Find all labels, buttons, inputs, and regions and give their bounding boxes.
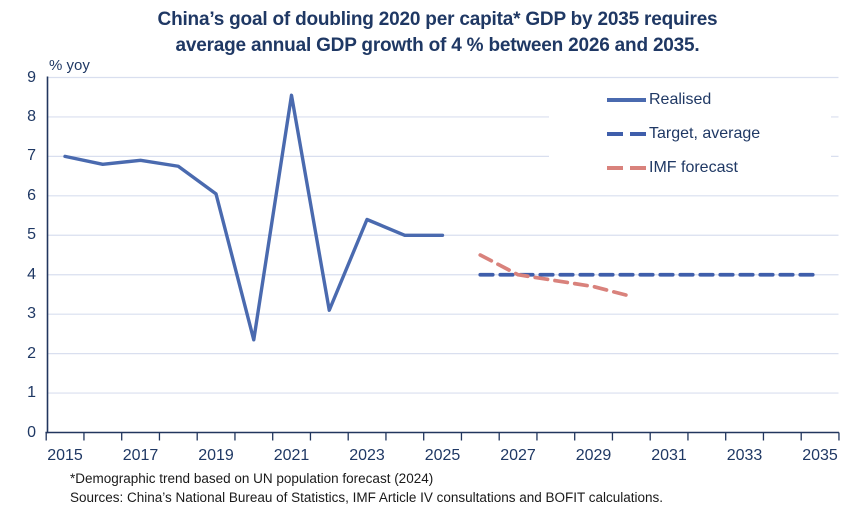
- x-tick-label: 2031: [651, 447, 687, 464]
- legend-item-target: Target, average: [607, 123, 831, 145]
- series-line-realised: [63, 93, 445, 342]
- legend-label-realised: Realised: [649, 91, 712, 108]
- series-line-imf-forecast: [478, 253, 634, 299]
- x-tick-label: 2019: [198, 447, 234, 464]
- chart-title: China’s goal of doubling 2020 per capita…: [16, 7, 859, 59]
- y-tick-label: 3: [27, 305, 36, 323]
- y-tick-label: 5: [27, 226, 36, 244]
- legend: Realised Target, average IMF forecast: [549, 82, 831, 186]
- footnote-sources: Sources: China’s National Bureau of Stat…: [70, 490, 664, 505]
- y-axis-unit-label: % yoy: [49, 57, 90, 74]
- legend-item-realised: Realised: [607, 89, 831, 111]
- x-tick-label: 2033: [726, 447, 763, 464]
- target-line-swatch: [607, 132, 646, 136]
- y-tick-label: 9: [27, 68, 36, 86]
- x-tick-label: 2027: [500, 447, 536, 464]
- x-tick-label: 2017: [122, 447, 159, 464]
- x-tick-label: 2023: [349, 447, 385, 464]
- footnote-demographic: *Demographic trend based on UN populatio…: [70, 471, 434, 486]
- y-tick-label: 1: [27, 384, 36, 402]
- x-tick-label: 2021: [273, 447, 310, 464]
- legend-item-imf-forecast: IMF forecast: [607, 157, 831, 179]
- x-tick-label: 2029: [575, 447, 612, 464]
- y-tick-label: 7: [27, 147, 36, 165]
- legend-label-target: Target, average: [649, 125, 761, 142]
- footnotes: *Demographic trend based on UN populatio…: [70, 469, 663, 507]
- y-tick-label: 2: [27, 344, 36, 362]
- imf-forecast-line-swatch: [607, 166, 646, 170]
- x-tick-label: 2035: [802, 447, 838, 464]
- y-tick-label: 8: [27, 107, 36, 125]
- x-tick-label: 2015: [47, 447, 83, 464]
- chart-title-line-1: China’s goal of doubling 2020 per capita…: [157, 9, 718, 30]
- y-tick-label: 6: [27, 186, 36, 204]
- y-tick-label: 4: [27, 265, 36, 283]
- legend-label-imf-forecast: IMF forecast: [649, 159, 738, 176]
- chart-title-line-2: average annual GDP growth of 4 % between…: [175, 35, 700, 56]
- realised-line-swatch: [607, 98, 646, 102]
- x-tick-label: 2025: [424, 447, 461, 464]
- y-tick-label: 0: [27, 423, 36, 441]
